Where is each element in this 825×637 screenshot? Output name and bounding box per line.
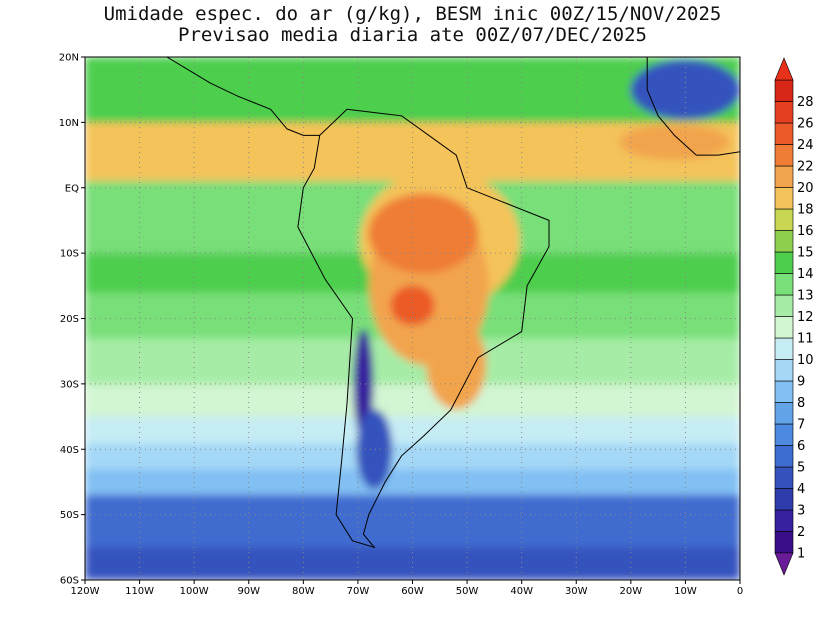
colorbar-swatch — [774, 79, 794, 102]
colorbar-label: 28 — [797, 95, 814, 110]
colorbar-label: 14 — [797, 267, 814, 282]
lat-tick-label: 20N — [59, 53, 79, 64]
colorbar-swatch — [774, 165, 794, 188]
colorbar-label: 20 — [797, 181, 814, 196]
colorbar-swatch — [774, 337, 794, 360]
colorbar-swatch — [774, 208, 794, 231]
colorbar-swatch — [774, 445, 794, 468]
colorbar-swatch — [774, 380, 794, 403]
lon-tick-label: 80W — [292, 586, 315, 597]
chart-title: Umidade espec. do ar (g/kg), BESM inic 0… — [103, 3, 722, 25]
lon-tick-label: 110W — [125, 586, 154, 597]
colorbar-swatch — [774, 101, 794, 124]
lat-tick-label: 60S — [60, 576, 79, 587]
lon-tick-label: 0 — [737, 586, 743, 597]
lon-tick-label: 100W — [180, 586, 209, 597]
lon-tick-label: 40W — [510, 586, 533, 597]
lon-tick-label: 30W — [565, 586, 588, 597]
chart-subtitle: Previsao media diaria ate 00Z/07/DEC/202… — [178, 24, 647, 46]
colorbar-swatch — [774, 122, 794, 145]
colorbar-label: 22 — [797, 160, 814, 175]
colorbar-label: 11 — [797, 332, 814, 347]
colorbar-swatch — [774, 316, 794, 339]
lon-tick-label: 20W — [620, 586, 643, 597]
lat-tick-label: 30S — [60, 379, 79, 390]
lon-tick-label: 50W — [456, 586, 479, 597]
latitude-ticks: 20N 10N EQ 10S 20S 30S 40S 50S 60S — [59, 53, 85, 587]
longitude-ticks: 120W 110W 100W 90W 80W 70W 60W 50W 40W 30W 20W 10W 0 — [71, 580, 743, 597]
colorbar-swatch — [774, 144, 794, 167]
colorbar-swatch — [774, 294, 794, 317]
lat-tick-label: EQ — [65, 183, 79, 194]
colorbar-swatch — [774, 466, 794, 489]
colorbar-label: 13 — [797, 289, 814, 304]
colorbar-min-arrow — [774, 552, 794, 576]
coastlines-and-borders — [166, 57, 740, 549]
colorbar-label: 4 — [797, 482, 805, 497]
colorbar-label: 24 — [797, 138, 814, 153]
colorbar-label: 15 — [797, 246, 814, 261]
colorbar-swatch — [774, 251, 794, 274]
lat-tick-label: 20S — [60, 314, 79, 325]
colorbar-swatch — [774, 273, 794, 296]
map-grid — [85, 57, 740, 580]
colorbar-label: 3 — [797, 504, 805, 519]
lon-tick-label: 120W — [71, 586, 100, 597]
colorbar-label: 8 — [797, 396, 805, 411]
lon-tick-label: 90W — [237, 586, 260, 597]
lat-tick-label: 50S — [60, 510, 79, 521]
colorbar-label: 18 — [797, 203, 814, 218]
colorbar-swatch — [774, 402, 794, 425]
colorbar-max-arrow — [774, 57, 794, 81]
colorbar-swatch — [774, 488, 794, 511]
colorbar-label: 7 — [797, 418, 805, 433]
lon-tick-label: 10W — [674, 586, 697, 597]
colorbar-swatch — [774, 359, 794, 382]
colorbar-swatch — [774, 531, 794, 554]
lat-tick-label: 10S — [60, 249, 79, 260]
colorbar-label: 16 — [797, 224, 814, 239]
colorbar-swatch — [774, 423, 794, 446]
colorbar-label: 9 — [797, 375, 805, 390]
colorbar-label: 1 — [797, 547, 805, 562]
lat-tick-label: 10N — [59, 118, 79, 129]
colorbar-label: 2 — [797, 525, 805, 540]
colorbar-swatch — [774, 187, 794, 210]
lon-tick-label: 70W — [347, 586, 370, 597]
lon-tick-label: 60W — [401, 586, 424, 597]
colorbar-label: 26 — [797, 117, 814, 132]
lat-tick-label: 40S — [60, 445, 79, 456]
colorbar-label: 10 — [797, 353, 814, 368]
colorbar-swatch — [774, 230, 794, 253]
colorbar-label: 5 — [797, 461, 805, 476]
colorbar-label: 6 — [797, 439, 805, 454]
colorbar-swatch — [774, 509, 794, 532]
colorbar-label: 12 — [797, 310, 814, 325]
